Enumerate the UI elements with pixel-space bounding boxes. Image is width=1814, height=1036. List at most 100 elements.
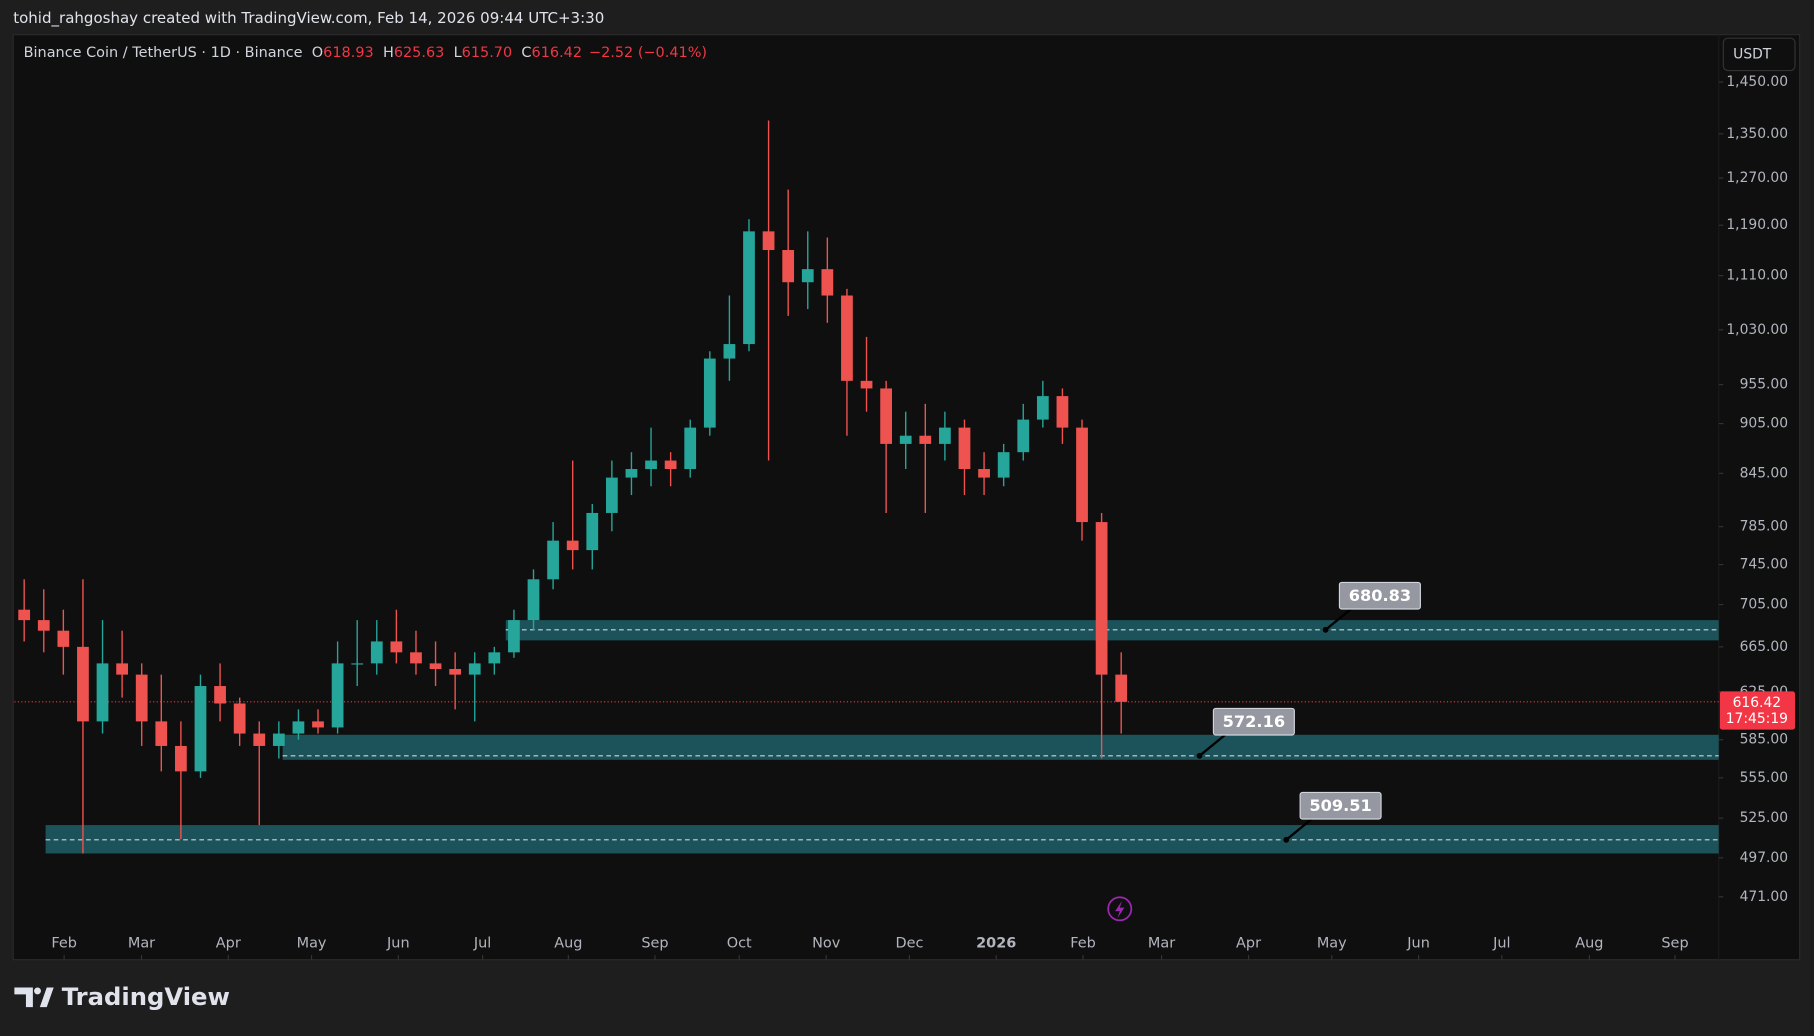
x-tick-label: May [297,936,327,952]
y-tick-label: 471.00 [1740,889,1789,905]
candle-body [664,460,677,470]
x-tick-label: Feb [51,936,77,952]
x-tick-label: Mar [128,936,155,952]
logo: TradingView [62,982,230,1011]
candle-body [468,663,481,675]
y-tick-label: 585.00 [1740,732,1789,748]
candle-body [18,609,31,621]
header-part: O [312,45,323,61]
y-tick-label: 525.00 [1740,810,1789,826]
logo-shape [34,987,41,995]
header-part: 625.63 [394,45,445,61]
credit: tohid_rahgoshay created with TradingView… [13,9,604,28]
last-price-label: 616.42 [1733,695,1781,711]
x-tick-label: Oct [727,936,752,952]
y-tick-label: 955.00 [1740,377,1789,393]
x-tick-label: Mar [1148,936,1175,952]
callout-label: 680.83 [1349,586,1411,605]
header-part: C [521,45,531,61]
candle-body [1076,427,1088,523]
candle-body [331,663,344,728]
candle-body [488,652,501,664]
y-tick-label: 745.00 [1740,557,1789,573]
candle-body [1095,522,1108,675]
candle-body [233,703,246,734]
y-tick-label: 1,350.00 [1726,126,1788,142]
candle-body [370,641,383,664]
header-part: −2.52 (−0.41%) [589,45,707,61]
candle-body [880,388,892,444]
x-tick-label: Apr [1236,936,1261,952]
y-tick-label: 905.00 [1740,416,1789,432]
candle-body [978,469,990,478]
y-tick-label: 1,110.00 [1726,268,1788,284]
candle-body [919,435,932,444]
y-tick-label: 845.00 [1740,465,1789,481]
candle-body [155,721,168,746]
candle-body [1115,674,1128,702]
candle-body [214,686,226,704]
candle-body [410,652,422,664]
callout-anchor [1322,626,1329,633]
callout-box [1299,791,1382,820]
plot: 1,450.00 1,350.00 1,270.00 1,190.00 1,110.00… [14,74,1795,960]
x-tick-label: Aug [554,936,582,952]
candle-body [135,674,148,722]
x-tick-label: Feb [1070,936,1096,952]
x-tick-label: Dec [895,936,923,952]
header-part: L [454,45,462,61]
candle-body [958,427,971,470]
y-tick-label: 1,190.00 [1726,217,1788,233]
candle-body [351,663,364,665]
x-tick-label: Sep [1661,936,1688,952]
event-icon-bolt [1115,900,1125,919]
candle-body [782,250,795,283]
x-tick-label: Jun [386,936,410,952]
candle-body [743,231,755,345]
zone [282,734,1719,760]
x-tick-label: Jul [1492,936,1510,952]
event-icon[interactable] [1107,896,1133,922]
candle-body [527,579,540,621]
x-tick-label: Jun [1406,936,1430,952]
logo-shape [14,987,33,1008]
callout-box [1338,581,1421,610]
y-tick-label: 1,270.00 [1726,170,1788,186]
candle-body [547,540,559,580]
x-tick-label: May [1317,936,1347,952]
callout-label: 509.51 [1309,796,1371,815]
logo-mark [14,987,54,1008]
symbol-header: Binance Coin / TetherUS · 1D · Binance O 6… [24,45,707,61]
candle-body [997,452,1010,478]
last-price-box [1719,691,1795,730]
callout-leader [1198,734,1226,757]
header-part: 616.42 [532,45,583,61]
y-tick-label: 665.00 [1740,639,1789,655]
candle-body [116,663,128,675]
candle-body [96,663,109,722]
candle-body [1056,396,1069,428]
candle-body [272,733,285,746]
currency-button[interactable] [1722,37,1796,72]
y-tick-label: 497.00 [1740,850,1789,866]
header-part: Binance Coin / TetherUS · 1D · Binance [24,45,303,61]
candle-body [625,469,638,478]
candle-body [508,620,520,653]
candle-body [723,344,736,359]
callout-anchor [1196,752,1203,759]
y-tick-label: 555.00 [1740,770,1789,786]
y-tick-label: 1,450.00 [1726,74,1788,90]
candle-body [312,721,324,728]
candle-body [253,733,266,746]
zone [505,620,1719,641]
y-tick-label: 1,030.00 [1726,322,1788,338]
header-part: H [383,45,394,61]
currency[interactable]: USDT [1733,46,1772,62]
candle-body [684,427,697,470]
x-tick-label: 2026 [976,936,1016,952]
callout-leader [1285,818,1313,841]
callout-anchor [1283,836,1290,843]
chart-pane [12,34,1801,961]
